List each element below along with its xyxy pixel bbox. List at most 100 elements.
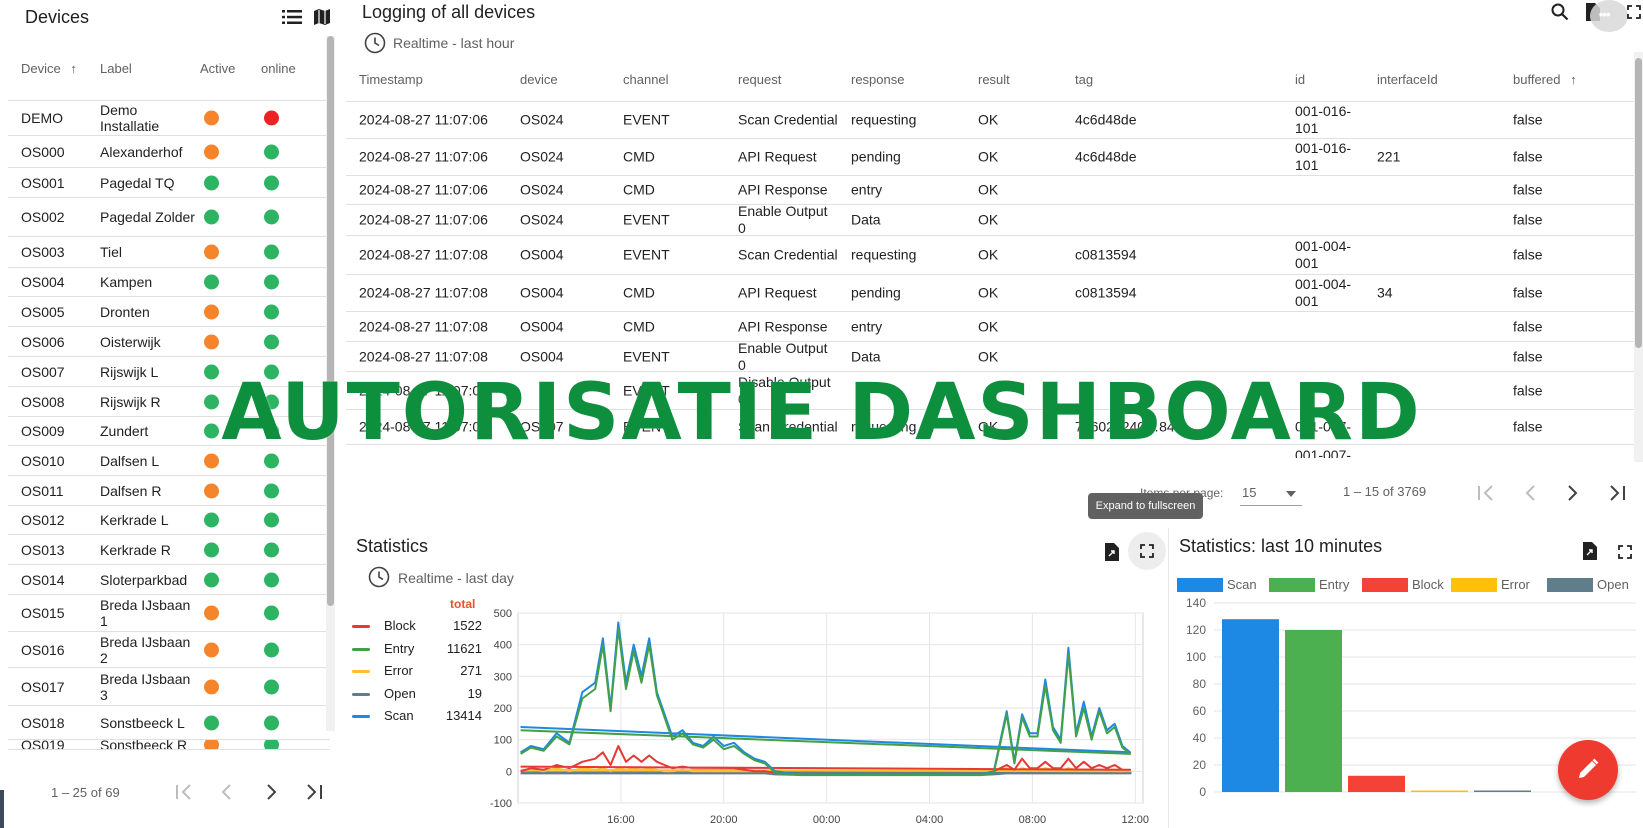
log-row[interactable]: 2024-08-27 11:07:08 OS004 EVENT Scan Creden… xyxy=(346,236,1636,275)
export-file-icon[interactable] xyxy=(1578,539,1602,563)
devices-scrollbar-thumb[interactable] xyxy=(327,36,334,606)
first-page-icon[interactable] xyxy=(1470,478,1502,508)
active-status-dot xyxy=(204,394,219,409)
device-row[interactable]: OS006 Oisterwijk xyxy=(8,327,330,357)
online-status-dot xyxy=(264,274,279,290)
cell-timestamp: 2024-08-27 11:07:06 xyxy=(359,211,488,228)
log-row[interactable]: 2024-08-27 11:07:08 OS004 CMD API Request pe… xyxy=(346,275,1636,312)
legend-item-block[interactable]: Block 1522 xyxy=(352,615,482,637)
device-row[interactable]: OS016 Breda IJsbaan 2 xyxy=(8,632,330,668)
first-page-icon[interactable] xyxy=(168,776,200,808)
map-view-icon[interactable] xyxy=(311,6,333,28)
next-page-icon[interactable] xyxy=(256,776,288,808)
legend-item-scan[interactable]: Scan 13414 xyxy=(352,705,482,727)
prev-page-icon[interactable] xyxy=(1514,478,1546,508)
col-response-header[interactable]: response xyxy=(851,72,905,87)
col-result-header[interactable]: result xyxy=(978,72,1010,87)
device-row[interactable]: OS005 Dronten xyxy=(8,297,330,327)
logging-scrollbar-thumb[interactable] xyxy=(1635,58,1642,348)
y-tick-label: 300 xyxy=(494,671,512,683)
device-id: OS009 xyxy=(21,423,65,439)
device-row[interactable]: OS000 Alexanderhof xyxy=(8,136,330,168)
log-row[interactable]: 2024-08-27 11:07:06 OS024 CMD API Response e… xyxy=(346,176,1636,205)
export-file-icon[interactable] xyxy=(1100,540,1124,564)
items-per-page-select[interactable]: 15 xyxy=(1240,480,1302,506)
log-row[interactable]: 2024-08-27 11:07:0 EVENT Disable Output 0 f… xyxy=(346,372,1636,410)
more-options-button[interactable]: ••• xyxy=(1590,0,1628,32)
device-label: Sonstbeeck L xyxy=(100,714,185,731)
legend-item-entry[interactable]: Entry 11621 xyxy=(352,638,482,660)
device-row[interactable]: OS019 Sonstbeeck R xyxy=(8,740,330,750)
device-row[interactable]: OS017 Breda IJsbaan 3 xyxy=(8,668,330,706)
last-page-icon[interactable] xyxy=(1601,478,1633,508)
device-row[interactable]: OS010 Dalfsen L xyxy=(8,446,330,476)
device-row[interactable]: OS014 Sloterparkbad xyxy=(8,565,330,595)
col-tag-header[interactable]: tag xyxy=(1075,72,1094,87)
online-status-dot xyxy=(264,394,279,409)
col-device-header[interactable]: Device ↑ xyxy=(21,61,77,76)
device-row[interactable]: OS004 Kampen xyxy=(8,268,330,297)
log-row[interactable]: 2024-08-27 11:07:08 OS004 EVENT Enable Outp… xyxy=(346,340,1636,373)
logging-subtitle: Realtime - last hour xyxy=(393,35,515,51)
list-view-icon[interactable] xyxy=(280,6,304,28)
cell-id: 001-004-001 xyxy=(1295,276,1352,309)
devices-scrollbar-track[interactable] xyxy=(326,36,335,731)
edit-fab-button[interactable] xyxy=(1558,740,1618,800)
device-row[interactable]: OS002 Pagedal Zolder xyxy=(8,198,330,237)
device-id: OS006 xyxy=(21,333,65,350)
cell-buffered: false xyxy=(1513,418,1543,435)
col-timestamp-header[interactable]: Timestamp xyxy=(359,72,423,87)
device-label: Sonstbeeck R xyxy=(100,740,188,750)
next-page-icon[interactable] xyxy=(1557,478,1589,508)
statistics-title: Statistics xyxy=(356,536,429,556)
expand-fullscreen-button[interactable] xyxy=(1128,532,1166,570)
log-row[interactable]: 2024-08-27 11:07:08 OS004 CMD API Response e… xyxy=(346,312,1636,342)
device-row[interactable]: OS008 Rijswijk R xyxy=(8,387,330,417)
device-row[interactable]: OS007 Rijswijk L xyxy=(8,357,330,387)
chevron-down-icon xyxy=(1286,484,1296,500)
legend-item-error[interactable]: Error 271 xyxy=(352,660,482,682)
device-row[interactable]: OS012 Kerkrade L xyxy=(8,506,330,535)
log-row[interactable]: 2024-08-27 11:07:09 OS007 EVENT Scan Creden… xyxy=(346,410,1636,445)
log-row[interactable]: 2024-08-27 11:07:06 OS024 EVENT Enable Outp… xyxy=(346,203,1636,236)
legend-name: Open xyxy=(384,685,416,701)
col-buffered-header[interactable]: buffered ↑ xyxy=(1513,72,1577,87)
cell-result: OK xyxy=(978,284,999,301)
device-row[interactable]: OS015 Breda IJsbaan 1 xyxy=(8,595,330,632)
col-interfaceid-header[interactable]: interfaceId xyxy=(1377,72,1438,87)
device-row[interactable]: DEMO Demo Installatie xyxy=(8,101,330,136)
device-row[interactable]: OS003 Tiel xyxy=(8,237,330,268)
logging-paginator-range: 1 – 15 of 3769 xyxy=(1343,484,1427,499)
col-request-header[interactable]: request xyxy=(738,72,782,87)
legend-swatch xyxy=(1547,578,1593,592)
active-status-dot xyxy=(204,364,219,379)
cell-channel: CMD xyxy=(623,318,655,334)
col-channel-header[interactable]: channel xyxy=(623,72,669,87)
prev-page-icon[interactable] xyxy=(210,776,242,808)
col-active-header[interactable]: Active xyxy=(200,61,236,76)
device-row[interactable]: OS018 Sonstbeeck L xyxy=(8,706,330,740)
logging-scrollbar-track[interactable] xyxy=(1634,52,1643,462)
device-row[interactable]: OS011 Dalfsen R xyxy=(8,476,330,506)
search-icon[interactable] xyxy=(1548,0,1572,24)
legend-item-open[interactable]: Open 19 xyxy=(352,683,482,705)
items-per-page-value: 15 xyxy=(1242,485,1257,500)
last-page-icon[interactable] xyxy=(298,776,330,808)
cell-request: Scan Credential xyxy=(738,246,838,263)
col-device-header[interactable]: device xyxy=(520,72,558,87)
device-label: Breda IJsbaan 2 xyxy=(100,633,191,666)
device-row[interactable]: OS001 Pagedal TQ xyxy=(8,168,330,198)
col-online-header[interactable]: online xyxy=(261,61,296,76)
fullscreen-icon[interactable] xyxy=(1614,541,1636,563)
log-row[interactable]: 2024-08-27 11:07:06 OS024 EVENT Scan Creden… xyxy=(346,101,1636,139)
cell-response: pending xyxy=(851,284,901,301)
col-label-header[interactable]: Label xyxy=(100,61,132,76)
device-row[interactable]: OS013 Kerkrade R xyxy=(8,535,330,565)
active-status-dot xyxy=(204,542,219,557)
col-id-header[interactable]: id xyxy=(1295,72,1306,87)
device-row[interactable]: OS009 Zundert xyxy=(8,417,330,446)
cell-timestamp: 2024-08-27 11:07:06 xyxy=(359,148,488,165)
log-row[interactable]: 2024-08-27 11:07:06 OS024 CMD API Request pe… xyxy=(346,139,1636,176)
fullscreen-icon xyxy=(1140,544,1154,561)
fullscreen-icon[interactable] xyxy=(1626,2,1642,22)
